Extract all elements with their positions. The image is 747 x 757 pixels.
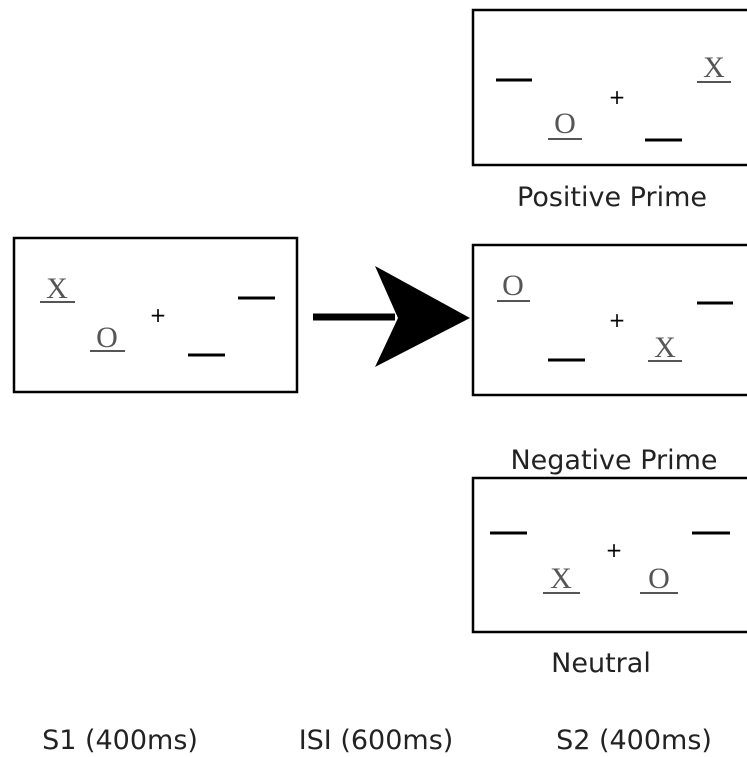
letter: X <box>46 272 68 305</box>
letter: X <box>703 51 725 84</box>
letter: O <box>648 562 670 595</box>
letter: O <box>96 321 118 354</box>
condition-label: Neutral <box>551 648 651 679</box>
letter: X <box>550 562 572 595</box>
s2-box <box>471 476 747 634</box>
s1-box <box>12 236 299 394</box>
condition-label: Positive Prime <box>517 182 707 213</box>
letter: X <box>654 331 676 364</box>
arrow-head <box>375 266 470 367</box>
condition-label: Negative Prime <box>510 445 717 476</box>
letter: O <box>554 107 576 140</box>
fixation: + <box>150 303 167 327</box>
s2-box <box>471 8 747 167</box>
s2-box <box>471 243 747 397</box>
timeline-label: ISI (600ms) <box>299 725 454 756</box>
fixation: + <box>609 308 626 332</box>
timeline-label: S1 (400ms) <box>42 725 198 756</box>
fixation: + <box>606 538 623 562</box>
fixation: + <box>609 85 626 109</box>
letter: O <box>502 269 524 302</box>
timeline-label: S2 (400ms) <box>556 725 712 756</box>
